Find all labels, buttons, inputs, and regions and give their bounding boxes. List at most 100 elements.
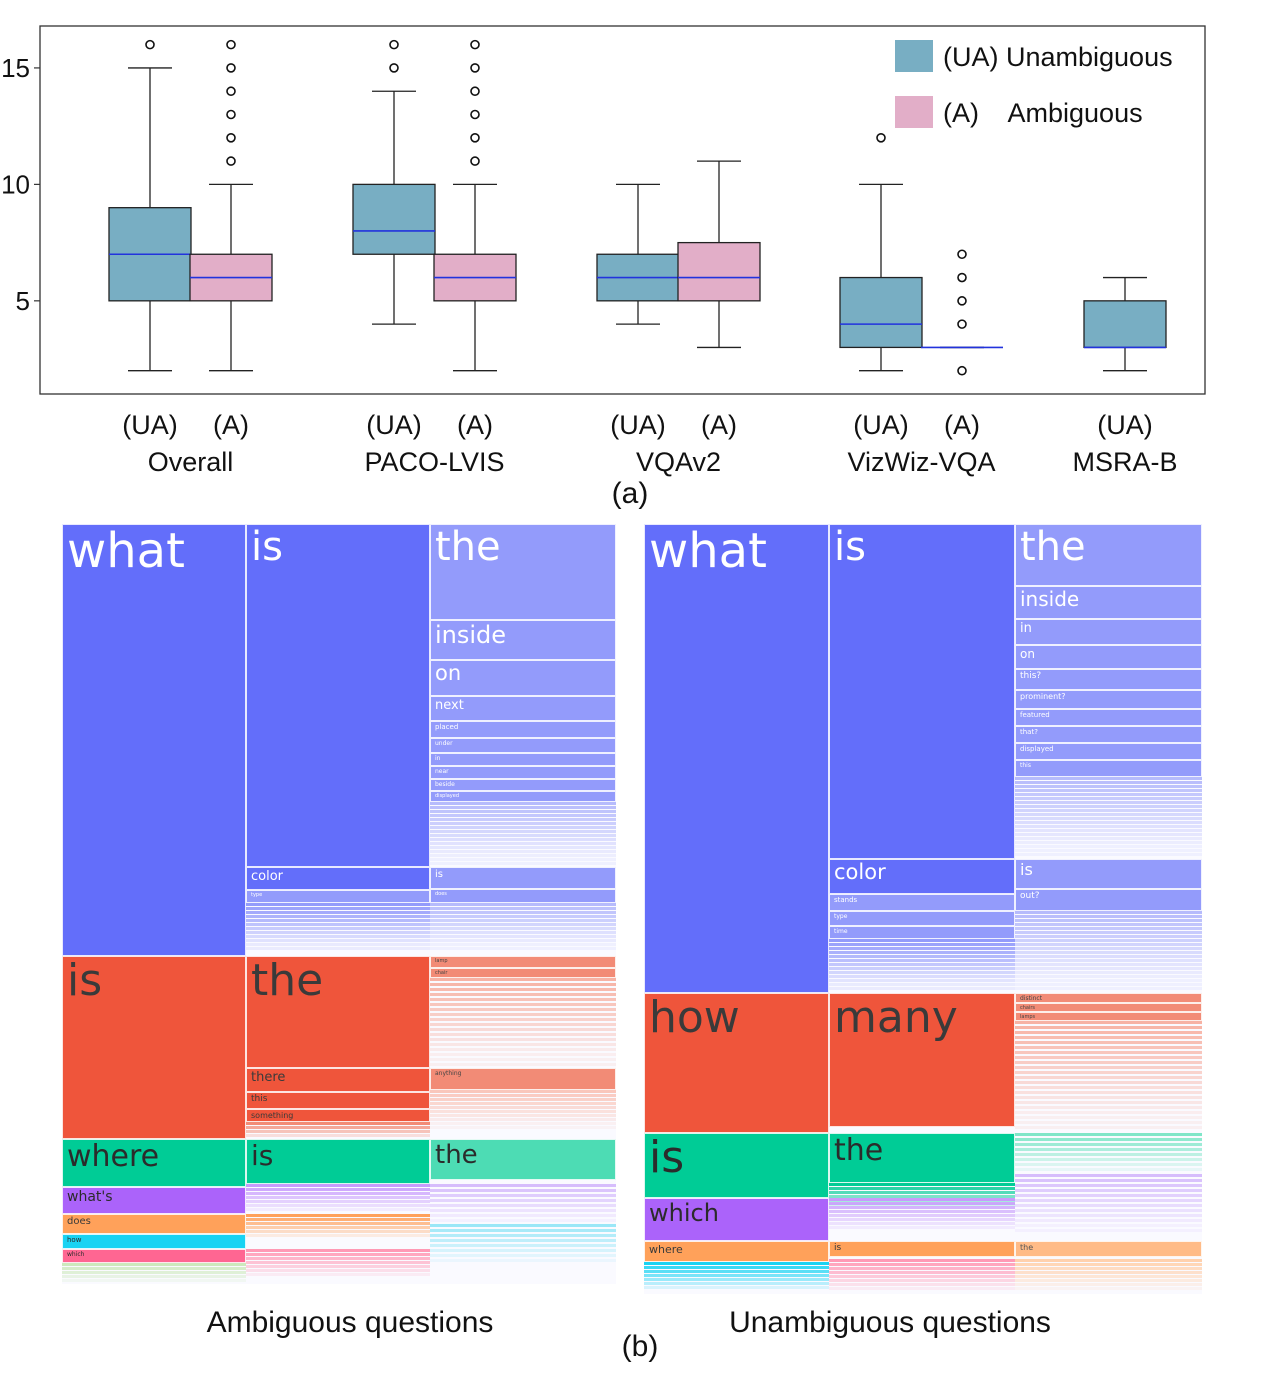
treemap-minor-entry (1015, 1138, 1202, 1141)
treemap-word: which (649, 1199, 719, 1227)
treemap-minor-entry (644, 1286, 829, 1289)
treemap-cell: what (62, 524, 246, 956)
outlier-point (470, 39, 480, 50)
treemap-word: is (67, 956, 103, 1006)
treemap-minor-entry (1015, 1224, 1202, 1227)
treemap-minor-entry (829, 1275, 1015, 1278)
treemap-minor-entry (644, 1270, 829, 1273)
treemap-minor-entry (1015, 1036, 1202, 1039)
treemap-minor-entry (1015, 1051, 1202, 1054)
treemap-minor-entry (246, 1226, 430, 1229)
treemap-minor-entry (430, 935, 616, 938)
treemap-cell: color (829, 859, 1015, 894)
outlier-point (470, 132, 480, 143)
treemap-minor-entry (1015, 1209, 1202, 1212)
treemap-cell: there (246, 1068, 430, 1092)
treemap-minor-entry (246, 907, 430, 910)
treemap-cell: does (430, 889, 616, 903)
treemap-cell: how (644, 993, 829, 1133)
treemap-minor-entry (1015, 1279, 1202, 1282)
treemap-minor-entry (246, 919, 430, 922)
treemap-minor-entry (430, 1234, 616, 1237)
treemap-minor-entry (246, 927, 430, 930)
treemap-minor-entry (644, 1274, 829, 1277)
outlier-point (226, 156, 236, 166)
treemap-minor-entry (1015, 1041, 1202, 1044)
treemap-minor-entry (246, 1134, 430, 1137)
treemap-cell: inside (1015, 586, 1202, 619)
x-box-label: (UA) (853, 410, 909, 440)
treemap-minor-entry (829, 967, 1015, 970)
treemap-minor-entry (430, 1199, 616, 1202)
x-box-label: (A) (701, 410, 737, 440)
treemap-minor-entry (829, 1210, 1015, 1213)
treemap-cell: under (430, 738, 616, 753)
treemap-word: next (435, 698, 464, 713)
x-group-label: VizWiz-VQA (847, 447, 995, 477)
treemap-minor-entry (829, 1195, 1015, 1198)
outlier-point (226, 109, 236, 120)
treemap-word: lamps (1020, 1014, 1036, 1020)
treemap-minor-entry (430, 983, 616, 986)
treemap-word: on (435, 661, 462, 685)
treemap-minor-entry (430, 1003, 616, 1006)
treemap-minor-entry (829, 1183, 1015, 1186)
treemap-minor-entry (430, 846, 616, 849)
treemap-minor-entry (829, 1263, 1015, 1266)
treemap-word: something (251, 1111, 294, 1120)
treemap-word: the (435, 1140, 478, 1170)
treemap-minor-entry (1015, 1046, 1202, 1049)
treemap-minor-entry (246, 915, 430, 918)
treemap-cell: the (246, 956, 430, 1068)
treemap-minor-entry (246, 1265, 430, 1268)
treemap-minor-entry (1015, 1133, 1202, 1136)
treemap-minor-entry (1015, 1081, 1202, 1084)
x-box-label: (A) (944, 410, 980, 440)
treemap-minor-entry (246, 1253, 430, 1256)
treemap-cell: lamps (1015, 1012, 1202, 1021)
treemap-minor-entry (246, 1214, 430, 1217)
treemap-cell: type (246, 890, 430, 903)
treemap-minor-entry (430, 1239, 616, 1242)
treemap-minor-entry (246, 1184, 430, 1187)
outlier-point (957, 249, 967, 260)
treemap-minor-entry (1015, 919, 1202, 922)
treemap-minor-entry (430, 1114, 616, 1117)
treemap-minor-entry (246, 1261, 430, 1264)
treemap-minor-entry (246, 1218, 430, 1221)
treemap-minor-entry (644, 1266, 829, 1269)
treemap-minor-entry (430, 927, 616, 930)
treemap-minor-entry (430, 988, 616, 991)
treemap-minor-entry (430, 1204, 616, 1207)
treemap-minor-entry (246, 1188, 430, 1191)
treemap-word: which (67, 1251, 85, 1258)
treemap-minor-entry (430, 1118, 616, 1121)
treemap-cell: in (430, 753, 616, 766)
treemap-word: featured (1020, 711, 1050, 719)
treemap-minor-entry (430, 923, 616, 926)
treemap-minor-entry (829, 1206, 1015, 1209)
treemap-minor-entry (430, 1038, 616, 1041)
treemap-minor-entry (430, 1053, 616, 1056)
treemap-minor-entry (430, 947, 616, 950)
treemap-minor-entry (430, 1008, 616, 1011)
treemap-minor-entry (1015, 1158, 1202, 1161)
outlier-point (470, 109, 480, 120)
treemap-minor-entry (246, 943, 430, 946)
treemap-word: type (251, 892, 263, 898)
plot-frame (39, 25, 1206, 395)
treemap-minor-entry (430, 854, 616, 857)
treemap-minor-entry (430, 862, 616, 865)
treemap-word: the (1020, 524, 1086, 570)
treemap-minor-entry (829, 987, 1015, 990)
treemap-word: is (1020, 860, 1033, 879)
outlier-point (226, 39, 236, 50)
treemap-minor-entry (1015, 1148, 1202, 1151)
treemap-minor-entry (430, 838, 616, 841)
treemap-minor-entry (1015, 911, 1202, 914)
treemap-cell: this? (1015, 669, 1202, 690)
treemap-minor-entry (62, 1275, 246, 1278)
treemap-word: inside (1020, 587, 1080, 611)
treemap-word: type (834, 913, 848, 920)
treemap-cell: something (246, 1109, 430, 1122)
